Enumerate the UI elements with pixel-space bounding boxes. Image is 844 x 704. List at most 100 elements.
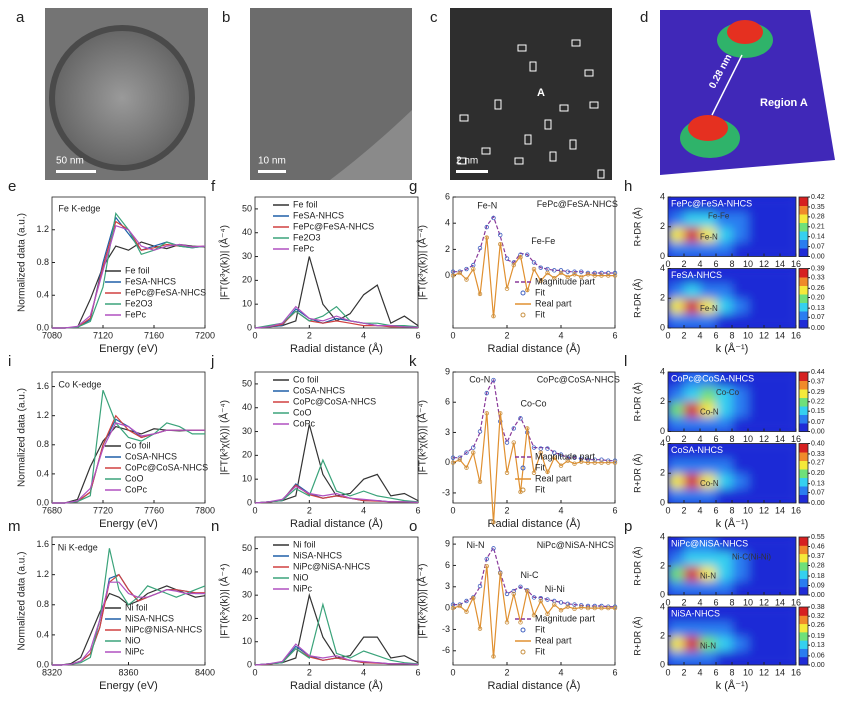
y-tick-label: 0.4 (36, 290, 49, 300)
series-line (52, 224, 206, 329)
heatmap-cell (700, 268, 717, 284)
heatmap-cell (764, 537, 781, 552)
y-tick-label: 1.2 (36, 569, 49, 579)
heatmap-cell (732, 473, 749, 489)
annotation: Fe K-edge (58, 204, 100, 214)
x-tick-label: 4 (558, 330, 563, 340)
fit-point (592, 460, 597, 465)
x-tick-label: 12 (759, 434, 769, 444)
fit-point (471, 450, 476, 455)
x-tick-label: 4 (697, 597, 702, 607)
fit-point (477, 626, 483, 631)
fit-point (538, 278, 543, 284)
colorbar-step (799, 452, 808, 461)
x-tick-label: 2 (307, 667, 312, 677)
x-tick-label: 0 (450, 330, 455, 340)
heatmap-cell (732, 621, 749, 637)
colorbar-label: 0.28 (811, 562, 825, 569)
heatmap-cell (668, 473, 685, 489)
legend-marker (520, 312, 526, 318)
fit-point (525, 588, 530, 594)
x-axis-label: Radial distance (Å) (488, 517, 581, 530)
fit-point (457, 457, 462, 462)
legend-label: Fe foil (293, 199, 318, 209)
heatmap-cell (684, 650, 701, 665)
legend-label: CoSA-NHCS (125, 451, 177, 461)
x-tick-label: 16 (791, 667, 801, 677)
colorbar-step (799, 553, 808, 563)
y-tick-label: -3 (442, 624, 450, 634)
heatmap-cell (700, 636, 717, 651)
fit-point (498, 411, 503, 416)
x-tick-label: 4 (697, 434, 702, 444)
legend-label: CoPc (293, 418, 316, 428)
colorbar-label: 0.13 (811, 642, 825, 649)
annotation: Co-N (469, 374, 490, 384)
y-tick-label: 0.4 (36, 468, 49, 478)
heatmap-cell (748, 621, 765, 637)
legend-label: NiPc (125, 646, 145, 656)
colorbar-step (799, 477, 808, 487)
colorbar-label: 0.20 (811, 470, 825, 477)
heatmap-cell (764, 226, 781, 243)
fit-point (545, 597, 550, 602)
fit-point (491, 654, 496, 659)
legend-label: Fit (535, 462, 545, 472)
heatmap-cell (668, 636, 685, 651)
colorbar-step (799, 406, 808, 415)
heatmap-cell (780, 416, 796, 432)
legend-label: Ni foil (125, 602, 148, 612)
series-line (452, 565, 615, 658)
fit-point (518, 620, 523, 625)
fit-point (484, 390, 489, 396)
heatmap-cell (732, 416, 749, 432)
colorbar-step (799, 397, 808, 407)
series-line (52, 548, 206, 666)
series-line (254, 256, 419, 329)
heatmap-cells (668, 372, 796, 432)
heatmap-cells (668, 607, 796, 665)
fit-point (565, 269, 570, 274)
heatmap-cell (764, 268, 781, 284)
heatmap-cell (732, 458, 749, 474)
annotation: Fe-Fe (531, 236, 555, 246)
heatmap-cell (732, 551, 749, 567)
panel-label: h (624, 178, 632, 195)
heatmap-cell (732, 241, 749, 257)
colorbar-label: 0.46 (811, 543, 825, 550)
x-tick-label: 0 (665, 505, 670, 515)
colorbar-step (799, 586, 808, 596)
x-axis-label: Radial distance (Å) (290, 517, 383, 530)
heatmap-cell (748, 372, 765, 388)
y-tick-label: 4 (660, 601, 665, 611)
atom-boxes (457, 39, 605, 179)
heatmap-cell (748, 580, 765, 595)
x-axis-label: k (Å⁻¹) (716, 517, 749, 530)
y-tick-label: 0 (660, 251, 665, 261)
heatmap-cells (668, 197, 796, 257)
colorbar-label: 0.40 (811, 440, 825, 447)
legend-label: FePc@FeSA-NHCS (125, 287, 206, 297)
x-tick-label: 6 (415, 505, 420, 515)
fit-point (464, 609, 469, 614)
heatmap-blur (668, 268, 796, 328)
heatmap-cell (684, 211, 701, 228)
x-tick-label: 14 (775, 597, 785, 607)
legend-marker (520, 290, 526, 296)
y-axis-label: R+DR (Å) (632, 616, 642, 655)
heatmap-cell (668, 241, 685, 257)
heatmap-cell (700, 473, 717, 489)
annotation: Co-N (700, 479, 719, 488)
fit-point (484, 563, 489, 569)
fit-point (518, 584, 523, 589)
heatmap-cell (668, 580, 685, 595)
panel-label: d (640, 9, 648, 26)
fit-point (579, 274, 584, 280)
legend-marker (520, 465, 526, 471)
y-axis-label: R+DR (Å) (632, 279, 642, 318)
heatmap-cell (700, 537, 717, 552)
colorbar-frame (798, 536, 809, 596)
y-tick-label: 50 (242, 543, 252, 553)
x-tick-label: 7720 (93, 505, 113, 515)
heatmap-cells (668, 537, 796, 595)
